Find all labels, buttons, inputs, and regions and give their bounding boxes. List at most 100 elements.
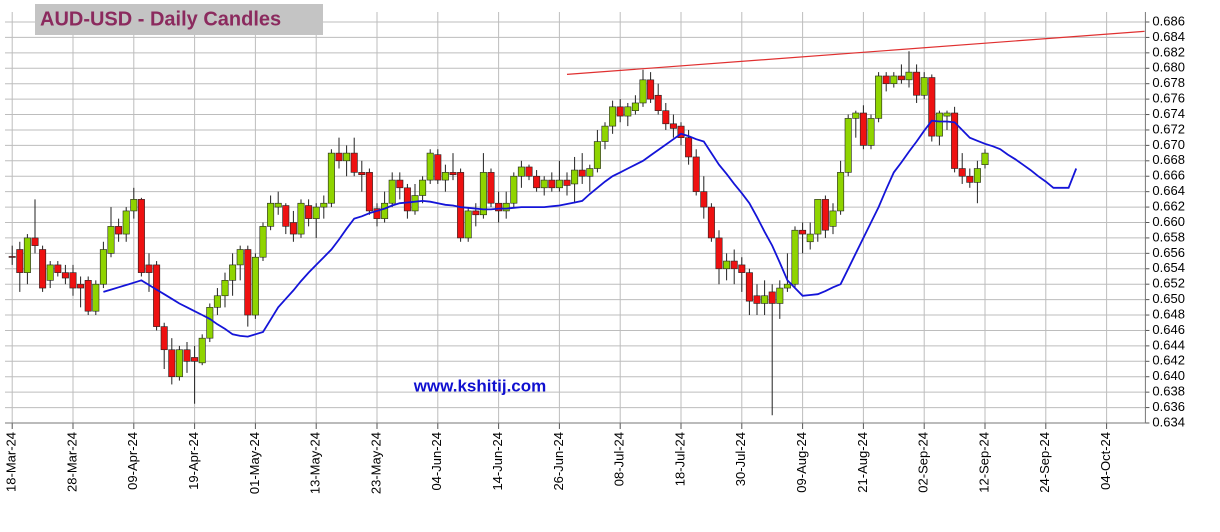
- candle-body: [548, 179, 556, 189]
- candle-body: [563, 179, 571, 186]
- candle-body: [61, 272, 69, 279]
- candle-body: [669, 123, 677, 129]
- candle-body: [540, 179, 548, 189]
- candle-body: [229, 264, 237, 281]
- candle-body: [829, 210, 837, 227]
- candle-body: [403, 187, 411, 212]
- y-tick-label: 0.674: [1152, 106, 1185, 121]
- candle-body: [928, 77, 936, 137]
- y-tick-label: 0.686: [1152, 13, 1185, 28]
- candle-body: [495, 202, 503, 212]
- candle-body: [935, 112, 943, 137]
- candle-body: [586, 168, 594, 177]
- candle-body: [502, 202, 510, 212]
- candle-body: [69, 272, 77, 289]
- y-tick-label: 0.670: [1152, 137, 1185, 152]
- candle-body: [966, 175, 974, 183]
- chart-title: AUD-USD - Daily Candles: [40, 8, 281, 30]
- candle-body: [426, 152, 434, 181]
- y-tick-label: 0.660: [1152, 214, 1185, 229]
- candle-body: [624, 106, 632, 117]
- candle-body: [525, 166, 533, 177]
- candle-body: [639, 79, 647, 104]
- candle-body: [274, 202, 282, 208]
- candle-body: [859, 112, 867, 146]
- candle-body: [449, 172, 457, 175]
- candle-body: [479, 172, 487, 216]
- x-tick-label: 04-Oct-24: [1098, 432, 1113, 490]
- candle-body: [791, 229, 799, 285]
- moving-average-line: [103, 119, 1078, 338]
- y-tick-label: 0.634: [1152, 414, 1185, 429]
- candle-body: [16, 249, 24, 273]
- candle-body: [411, 195, 419, 212]
- y-tick-label: 0.664: [1152, 183, 1185, 198]
- candle-body: [852, 112, 860, 119]
- candle-body: [533, 175, 541, 189]
- y-tick-label: 0.636: [1152, 399, 1185, 414]
- candle-body: [122, 210, 130, 235]
- candle-body: [973, 168, 981, 183]
- candle-body: [601, 125, 609, 142]
- y-tick-label: 0.642: [1152, 353, 1185, 368]
- x-tick-label: 24-Sep-24: [1037, 432, 1052, 493]
- y-tick-label: 0.656: [1152, 245, 1185, 260]
- candle-body: [609, 106, 617, 127]
- candle-body: [487, 172, 495, 204]
- candle-body: [905, 71, 913, 81]
- candle-body: [175, 349, 183, 378]
- candle-body: [517, 166, 525, 177]
- candle-body: [23, 237, 31, 273]
- candle-body: [84, 280, 92, 312]
- candle-body: [8, 256, 16, 258]
- candle-body: [913, 71, 921, 96]
- x-tick-label: 19-Apr-24: [186, 432, 201, 490]
- candle-body: [396, 179, 404, 189]
- candle-body: [191, 357, 199, 362]
- candle-body: [897, 75, 905, 81]
- candle-body: [783, 283, 791, 289]
- candle-body: [297, 202, 305, 235]
- y-tick-label: 0.684: [1152, 29, 1185, 44]
- annotation: www.kshitij.com: [413, 376, 547, 395]
- candle-body: [160, 326, 168, 351]
- y-tick-label: 0.650: [1152, 291, 1185, 306]
- candle-body: [259, 226, 267, 258]
- candle-body: [692, 156, 700, 192]
- candle-body: [958, 168, 966, 177]
- x-tick-label: 18-Mar-24: [4, 432, 19, 492]
- candle-body: [198, 337, 206, 364]
- y-tick-label: 0.638: [1152, 384, 1185, 399]
- candle-body: [183, 349, 191, 362]
- x-tick-label: 01-May-24: [247, 432, 262, 494]
- candle-body: [882, 75, 890, 84]
- candle-body: [715, 237, 723, 270]
- candle-body: [365, 172, 373, 212]
- candle-body: [730, 260, 738, 270]
- candle-body: [99, 249, 107, 285]
- candle-body: [738, 264, 746, 273]
- x-tick-label: 02-Sep-24: [916, 432, 931, 493]
- candle-body: [350, 152, 358, 173]
- candle-body: [320, 202, 328, 208]
- candle-body: [213, 295, 221, 308]
- y-tick-label: 0.644: [1152, 337, 1185, 352]
- candle-body: [464, 210, 472, 239]
- x-tick-label: 28-Mar-24: [64, 432, 79, 492]
- candle-body: [616, 106, 624, 117]
- candle-body: [662, 110, 670, 125]
- candle-body: [510, 175, 518, 204]
- candle-body: [358, 172, 366, 175]
- candle-body: [236, 249, 244, 266]
- candle-body: [821, 199, 829, 231]
- candle-body: [745, 272, 753, 302]
- candle-body: [700, 191, 708, 208]
- x-tick-label: 26-Jun-24: [551, 432, 566, 491]
- candle-body: [373, 208, 381, 219]
- candle-body: [130, 199, 138, 212]
- candle-body: [799, 229, 807, 235]
- candle-body: [578, 169, 586, 177]
- candle-body: [115, 226, 123, 235]
- candle-body: [472, 210, 480, 216]
